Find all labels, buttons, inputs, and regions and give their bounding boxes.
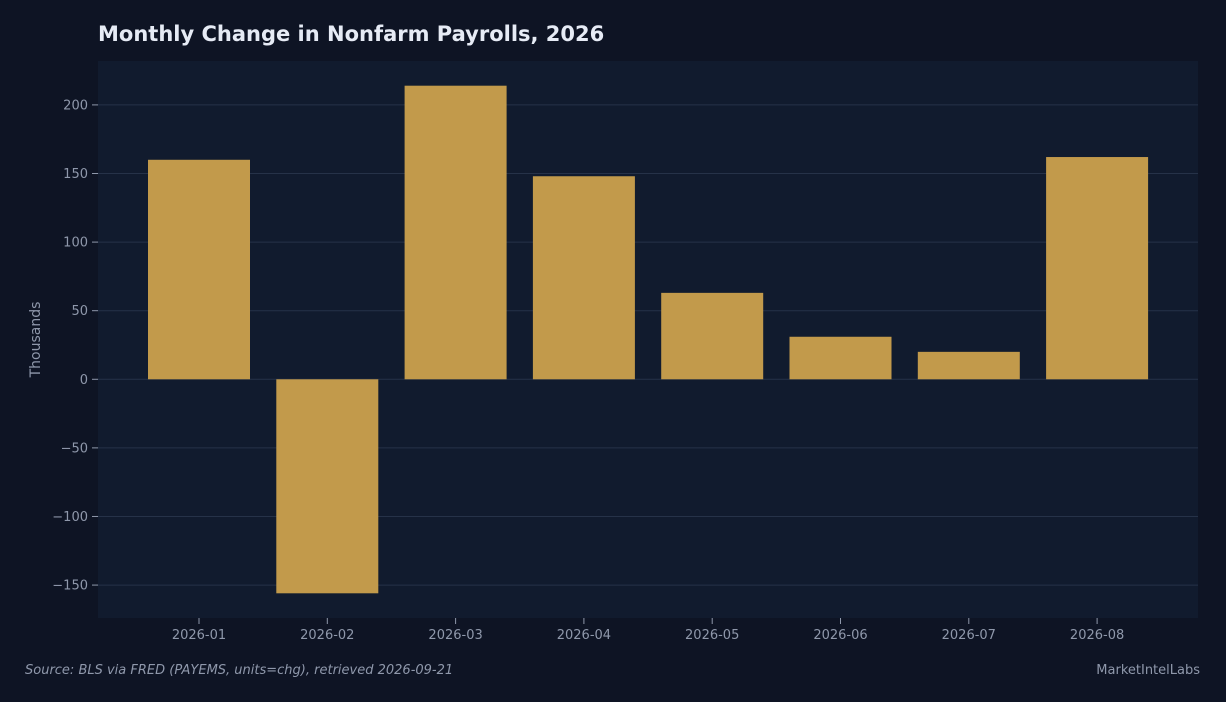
y-tick-label: −50 — [61, 441, 88, 456]
y-tick-label: −100 — [52, 510, 88, 525]
x-tick-label: 2026-02 — [300, 628, 354, 643]
chart-title: Monthly Change in Nonfarm Payrolls, 2026 — [98, 22, 604, 46]
brand-mark: MarketIntelLabs — [1096, 663, 1200, 678]
bars — [148, 85, 1149, 594]
source-note: Source: BLS via FRED (PAYEMS, units=chg)… — [25, 663, 453, 678]
y-tick-label: 0 — [80, 373, 88, 388]
plot-area — [98, 61, 1198, 618]
x-tick-label: 2026-08 — [1070, 628, 1124, 643]
bar-2026-01 — [148, 159, 250, 380]
x-tick-label: 2026-07 — [942, 628, 996, 643]
y-tick-label: 150 — [63, 167, 88, 182]
bar-2026-02 — [276, 379, 379, 594]
y-axis-ticks: −150 −100 −50 0 50 100 150 200 — [52, 98, 98, 594]
y-tick-label: −150 — [52, 579, 88, 594]
bar-2026-04 — [532, 176, 635, 380]
x-tick-label: 2026-04 — [557, 628, 611, 643]
y-tick-label: 200 — [63, 98, 88, 113]
x-axis-ticks: 2026-01 2026-02 2026-03 2026-04 2026-05 2026-… — [172, 618, 1124, 643]
y-axis-label: Thousands — [28, 302, 44, 379]
x-tick-label: 2026-06 — [813, 628, 867, 643]
bar-2026-07 — [917, 351, 1020, 380]
bar-2026-08 — [1046, 157, 1149, 380]
bar-2026-05 — [661, 292, 764, 380]
x-tick-label: 2026-01 — [172, 628, 226, 643]
y-tick-label: 50 — [71, 304, 88, 319]
bar-2026-03 — [404, 85, 507, 380]
bar-2026-06 — [789, 336, 892, 380]
x-tick-label: 2026-03 — [428, 628, 482, 643]
y-tick-label: 100 — [63, 236, 88, 251]
x-tick-label: 2026-05 — [685, 628, 739, 643]
